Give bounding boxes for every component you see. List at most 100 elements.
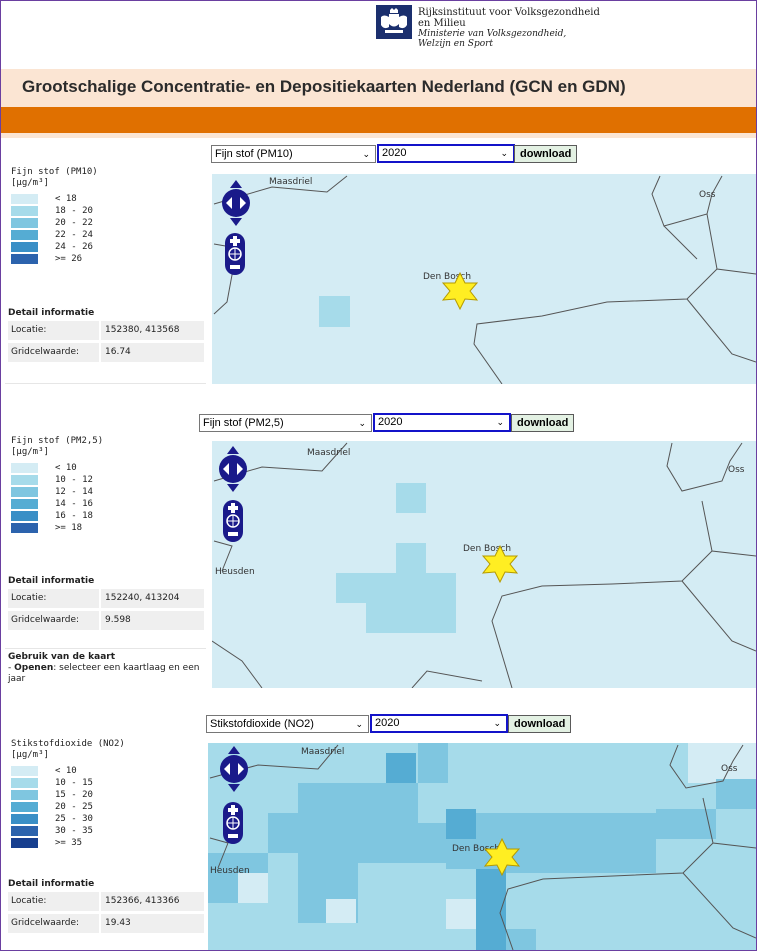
year-select-value: 2020 [378, 416, 403, 428]
detail-row-location: Locatie: 152366, 413366 [8, 892, 204, 912]
detail-title: Detail informatie [8, 879, 95, 889]
legend-item: >= 18 [11, 522, 103, 534]
usage-open-text: : selecteer een kaartlaag en een jaar [8, 663, 200, 684]
legend-swatch [11, 523, 38, 533]
legend-swatch [11, 475, 38, 485]
legend-label: 20 - 22 [55, 218, 93, 228]
orange-band [1, 107, 756, 133]
component-select-value: Fijn stof (PM10) [215, 148, 293, 160]
legend-label: >= 35 [55, 838, 83, 848]
pan-arrows-icon[interactable] [217, 445, 249, 493]
divider [5, 648, 206, 649]
legend-label: 10 - 15 [55, 778, 93, 788]
legend-pm25: Fijn stof (PM2,5) [µg/m³] < 10 10 - 12 1… [11, 436, 103, 534]
chevron-down-icon: ⌄ [358, 418, 366, 428]
pan-arrows-icon[interactable] [220, 179, 252, 227]
legend-label: 16 - 18 [55, 511, 93, 521]
zoom-in-icon[interactable] [228, 503, 238, 513]
map-layer [208, 743, 756, 950]
legend-label: < 10 [55, 463, 77, 473]
usage-info: Gebruik van de kaart - Openen: selecteer… [8, 652, 204, 685]
chevron-down-icon: ⌄ [362, 149, 370, 159]
legend-swatch [11, 790, 38, 800]
download-button-no2[interactable]: download [508, 715, 572, 733]
zoom-out-icon[interactable] [228, 532, 238, 536]
zoom-out-icon[interactable] [230, 265, 240, 269]
pan-arrows-icon[interactable] [218, 745, 250, 793]
legend-swatch [11, 766, 38, 776]
grid-value: 19.43 [101, 914, 204, 933]
legend-swatch [11, 814, 38, 824]
legend-item: >= 35 [11, 837, 125, 849]
legend-item: 20 - 22 [11, 217, 98, 229]
zoom-world-icon[interactable] [228, 247, 242, 261]
legend-swatch [11, 778, 38, 788]
year-select-no2[interactable]: 2020 ⌄ [370, 714, 508, 733]
legend-label: 25 - 30 [55, 814, 93, 824]
legend-item: 18 - 20 [11, 205, 98, 217]
place-label-oss: Oss [721, 764, 738, 774]
legend-item: < 18 [11, 193, 98, 205]
zoom-in-icon[interactable] [228, 805, 238, 815]
legend-item: < 10 [11, 462, 103, 474]
detail-title: Detail informatie [8, 308, 95, 318]
legend-label: >= 26 [55, 254, 83, 264]
chevron-down-icon: ⌄ [496, 417, 504, 427]
map-pm25[interactable]: Maasdriel Oss Den Bosch Heusden [212, 441, 756, 688]
legend-swatch [11, 206, 38, 216]
zoom-in-icon[interactable] [230, 236, 240, 246]
zoom-out-icon[interactable] [228, 834, 238, 838]
place-label-den-bosch: Den Bosch [463, 544, 512, 554]
legend-label: 10 - 12 [55, 475, 93, 485]
usage-open-line: - Openen: selecteer een kaartlaag en een… [8, 663, 204, 685]
location-value: 152240, 413204 [101, 589, 204, 608]
legend-item: 22 - 24 [11, 229, 98, 241]
location-label: Locatie: [8, 892, 99, 911]
legend-label: 22 - 24 [55, 230, 93, 240]
detail-info-no2: Detail informatie Locatie: 152366, 41336… [8, 879, 204, 934]
grid-value: 16.74 [101, 343, 204, 362]
detail-row-grid: Gridcelwaarde: 16.74 [8, 343, 204, 363]
location-value: 152366, 413366 [101, 892, 204, 911]
legend-label: >= 18 [55, 523, 83, 533]
grid-cells [336, 483, 456, 633]
detail-info-pm25: Detail informatie Locatie: 152240, 41320… [8, 576, 204, 631]
star-marker-icon[interactable] [481, 545, 519, 583]
zoom-world-icon[interactable] [226, 816, 240, 830]
chevron-down-icon: ⌄ [355, 719, 363, 729]
zoom-world-icon[interactable] [226, 514, 240, 528]
legend-label: 15 - 20 [55, 790, 93, 800]
legend-item: 20 - 25 [11, 801, 125, 813]
place-label-heusden: Heusden [210, 866, 250, 876]
year-select-pm10[interactable]: 2020 ⌄ [377, 144, 515, 163]
org-line-2: en Milieu [418, 18, 466, 29]
place-label-oss: Oss [728, 465, 745, 475]
download-button-pm25[interactable]: download [511, 414, 575, 432]
usage-bullet: - [8, 663, 15, 673]
star-marker-icon[interactable] [483, 838, 521, 876]
title-band: Grootschalige Concentratie- en Depositie… [1, 69, 756, 107]
legend-swatch [11, 487, 38, 497]
org-line-3: Ministerie van Volksgezondheid, [418, 29, 567, 39]
legend-swatch [11, 218, 38, 228]
map-layer [213, 175, 756, 384]
org-line-4: Welzijn en Sport [418, 39, 494, 49]
legend-item: 10 - 15 [11, 777, 125, 789]
component-select-no2[interactable]: Stikstofdioxide (NO2) ⌄ [206, 715, 369, 733]
legend-item: 30 - 35 [11, 825, 125, 837]
legend-swatch [11, 826, 38, 836]
organisation-name: Rijksinstituut voor Volksgezondheid en M… [418, 7, 600, 49]
year-select-pm25[interactable]: 2020 ⌄ [373, 413, 511, 432]
legend-swatch [11, 463, 38, 473]
usage-open-label: Openen [14, 663, 54, 673]
star-marker-icon[interactable] [441, 272, 479, 310]
place-label-den-bosch: Den Bosch [452, 844, 501, 854]
place-label-maasdriel: Maasdriel [301, 747, 345, 757]
legend-title: Fijn stof (PM10) [11, 167, 98, 177]
component-select-pm10[interactable]: Fijn stof (PM10) ⌄ [211, 145, 376, 163]
legend-label: 20 - 25 [55, 802, 93, 812]
download-button-pm10[interactable]: download [514, 145, 578, 163]
map-pm10[interactable]: Maasdriel Oss Den Bosch [212, 174, 756, 384]
component-select-pm25[interactable]: Fijn stof (PM2,5) ⌄ [199, 414, 372, 432]
map-no2[interactable]: Maasdriel Oss Den Bosch Heusden [208, 743, 756, 950]
